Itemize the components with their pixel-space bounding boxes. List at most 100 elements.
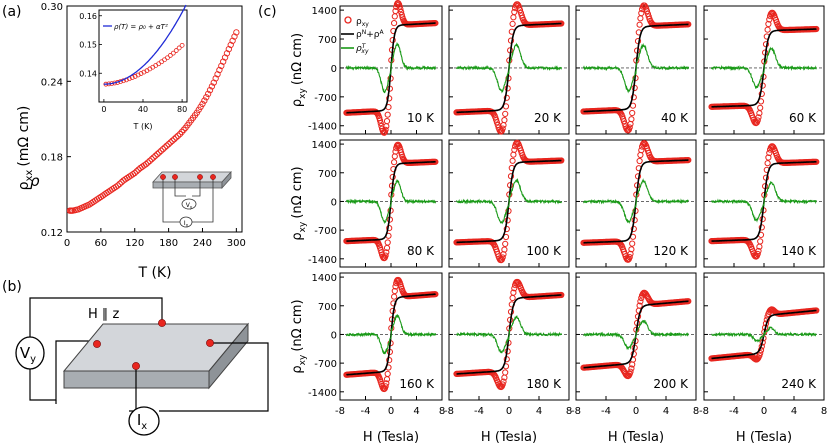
rho-xx-point — [161, 144, 168, 151]
rho-xy-point — [626, 124, 633, 131]
ammeter-label: Ix — [137, 411, 147, 432]
panel-a-xtick-label: 60 — [95, 238, 108, 249]
rho-xx-point — [146, 157, 153, 165]
panel-a-ytick-label: 0.24 — [41, 77, 63, 88]
rho-xx-point — [176, 130, 184, 138]
panel-a-ytick-label: 0.12 — [41, 228, 63, 239]
temperature-label: 10 K — [407, 111, 435, 125]
rho-xy-point — [511, 8, 518, 16]
rho-xx-point — [174, 132, 182, 139]
rho-xy-point — [383, 249, 390, 256]
rho-xy-point — [383, 380, 390, 387]
hall-ylabel: ρxy(nΩ cm) — [290, 299, 308, 373]
hall-ytick-label: 1400 — [312, 6, 337, 17]
inset-point — [179, 42, 185, 48]
hall-panel: -8 -4 0 4 8 240 K H (Tesla) — [699, 272, 827, 445]
rho-xx-point — [206, 86, 214, 94]
inset-ytick-label: 0.15 — [79, 41, 97, 50]
inset-ytick-label: 0.14 — [79, 69, 97, 78]
hall-ytick-label: 1400 — [312, 140, 337, 151]
hall-xtick-label: 8 — [439, 406, 445, 417]
rho-topological-line — [345, 42, 437, 94]
mini-wire — [162, 177, 181, 223]
rho-xy-point — [396, 3, 403, 10]
rho-topological-line — [582, 178, 689, 224]
temperature-label: 40 K — [661, 111, 689, 125]
rho-xy-point — [765, 154, 772, 161]
hall-ylabel: ρxy(nΩ cm) — [290, 166, 308, 240]
panel-a-chart: 0 60 120 180 240 300 0.12 0.18 0.24 0.30 ρxx(mΩ c… — [16, 2, 246, 281]
panel-a-ytick-label: 0.30 — [41, 2, 63, 13]
inset-point — [165, 55, 170, 61]
rho-xy-point — [765, 20, 772, 28]
rho-xy-point — [754, 250, 761, 258]
rho-xy-point — [636, 302, 643, 309]
temperature-label: 180 K — [526, 377, 562, 391]
rho-xy-point — [500, 378, 507, 385]
temperature-label: 160 K — [399, 377, 435, 391]
rho-xy-point — [510, 14, 517, 21]
rho-xy-point — [629, 109, 636, 117]
temperature-label: 200 K — [653, 377, 689, 391]
rho-xy-point — [516, 7, 524, 14]
rho-xx-point — [201, 97, 208, 104]
rho-xx-point — [172, 134, 180, 141]
mini-ammeter — [179, 216, 193, 228]
rho-xy-point — [503, 225, 510, 233]
rho-xy-point — [510, 289, 517, 296]
rho-xx-point — [131, 169, 138, 177]
rho-xy-point — [764, 160, 771, 167]
rho-xy-point — [509, 294, 516, 302]
rho-xy-point — [501, 246, 508, 253]
inset-point — [129, 75, 135, 80]
panel-a-frame — [66, 5, 243, 233]
mini-slab-side — [221, 170, 232, 190]
hall-xtick-label: 4 — [413, 406, 419, 417]
hall-panel: 120 K — [575, 139, 697, 268]
rho-xx-point — [208, 83, 216, 90]
hall-panel: 60 K — [703, 5, 825, 135]
field-direction-label: H ∥ z — [88, 307, 120, 322]
panel-label-a: (a) — [2, 4, 22, 20]
rho-xy-point — [384, 370, 391, 377]
hall-ytick-label: -1400 — [308, 122, 337, 133]
rho-xy-point — [757, 238, 764, 245]
hall-xtick-label: 8 — [693, 406, 699, 417]
rho-xy-point — [511, 285, 518, 292]
panel-a-xtick-label: 120 — [125, 238, 144, 249]
hall-xtick-label: 4 — [791, 406, 797, 417]
rho-xy-point — [382, 126, 389, 133]
rho-topological-line — [456, 42, 563, 94]
hall-xtick-label: 0 — [761, 406, 767, 417]
legend-rho-n-a: ρN+ρA — [356, 29, 384, 40]
rho-xy-point — [502, 240, 509, 247]
hall-xlabel: H (Tesla) — [481, 430, 537, 445]
rho-xy-point — [499, 254, 506, 261]
hall-panel: -8 -4 0 4 8 180 K H (Tesla) — [444, 272, 572, 445]
temperature-label: 140 K — [781, 244, 817, 258]
rho-xx-point — [148, 156, 155, 163]
wire-ix-right — [159, 342, 269, 412]
rho-xy-point — [643, 8, 651, 15]
rho-xy-point — [493, 119, 500, 126]
mini-contact — [160, 174, 166, 180]
hall-ytick-label: 0 — [331, 197, 337, 208]
hall-panel: 140 K — [703, 139, 825, 268]
rho-topological-line — [582, 43, 690, 94]
temperature-label: 240 K — [781, 377, 817, 391]
mini-contact — [197, 174, 203, 180]
hall-xlabel: H (Tesla) — [608, 430, 664, 445]
rho-xy-point — [509, 20, 516, 27]
hall-xlabel: H (Tesla) — [736, 430, 792, 445]
rho-xy-point — [503, 94, 510, 101]
inset-xtick-label: 40 — [138, 105, 148, 114]
rho-xy-point — [511, 146, 518, 153]
hall-xlabel: H (Tesla) — [363, 430, 419, 445]
inset-fit-line — [103, 4, 187, 85]
rho-xy-point — [500, 122, 507, 129]
rho-xy-point — [638, 147, 645, 154]
rho-topological-line — [456, 314, 563, 354]
rho-topological-line — [583, 319, 689, 351]
panel-a-xlabel: T (K) — [137, 265, 171, 281]
rho-topological-line — [710, 46, 817, 89]
